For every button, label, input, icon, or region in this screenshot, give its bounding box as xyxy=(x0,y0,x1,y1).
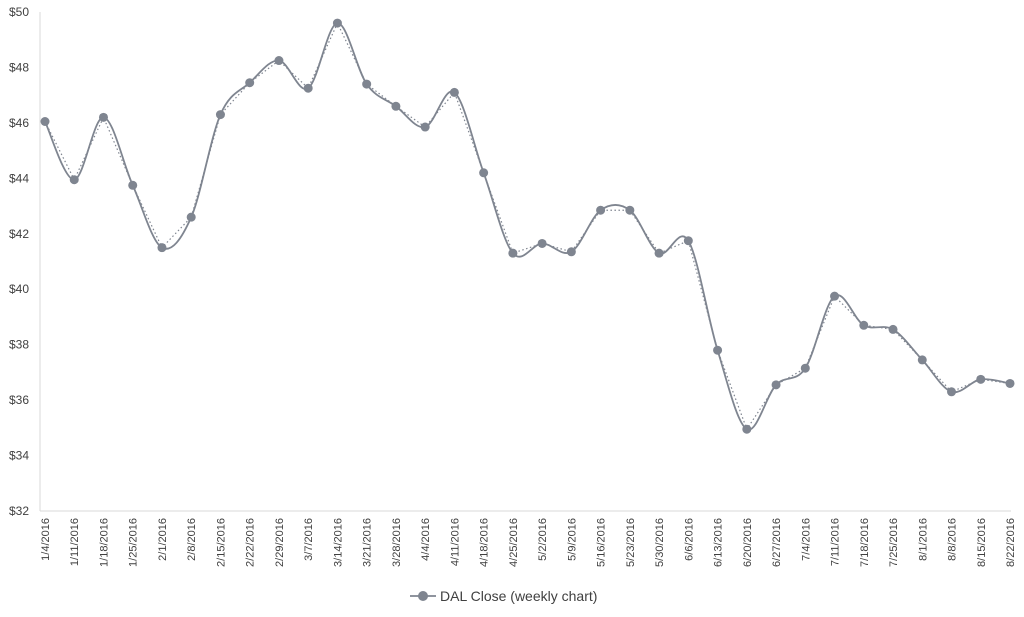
data-point xyxy=(888,324,898,334)
x-tick-label: 1/4/2016 xyxy=(40,518,52,561)
data-point xyxy=(800,363,810,373)
x-tick-label: 2/15/2016 xyxy=(215,518,227,567)
x-tick-label: 1/18/2016 xyxy=(98,518,110,567)
y-tick-label: $40 xyxy=(9,282,29,296)
y-tick-label: $44 xyxy=(9,171,29,185)
y-tick-label: $46 xyxy=(9,116,29,130)
data-point xyxy=(537,238,547,248)
data-point xyxy=(654,248,664,258)
x-tick-label: 4/25/2016 xyxy=(508,518,520,567)
x-tick-label: 3/28/2016 xyxy=(391,518,403,567)
x-tick-label: 2/8/2016 xyxy=(186,518,198,561)
y-tick-label: $32 xyxy=(9,504,29,518)
data-point xyxy=(40,117,50,127)
y-tick-label: $34 xyxy=(9,449,29,463)
x-tick-label: 8/15/2016 xyxy=(976,518,988,567)
data-point xyxy=(391,101,401,111)
x-tick-label: 5/23/2016 xyxy=(625,518,637,567)
x-tick-label: 7/25/2016 xyxy=(888,518,900,567)
series-line xyxy=(44,22,1011,431)
trendline xyxy=(44,21,1011,431)
data-point xyxy=(420,122,430,132)
x-tick-label: 3/21/2016 xyxy=(362,518,374,567)
y-tick-label: $50 xyxy=(9,5,29,19)
x-tick-label: 4/4/2016 xyxy=(420,518,432,561)
x-tick-label: 7/18/2016 xyxy=(859,518,871,567)
data-point xyxy=(917,355,927,365)
x-tick-label: 6/13/2016 xyxy=(713,518,725,567)
data-point xyxy=(625,205,635,215)
data-point xyxy=(362,79,372,89)
x-tick-label: 8/8/2016 xyxy=(947,518,959,561)
x-tick-label: 8/22/2016 xyxy=(1005,518,1017,567)
x-tick-label: 5/9/2016 xyxy=(566,518,578,561)
data-point xyxy=(98,112,108,122)
x-tick-label: 1/25/2016 xyxy=(128,518,140,567)
data-point xyxy=(508,248,518,258)
y-tick-label: $36 xyxy=(9,393,29,407)
data-point xyxy=(128,180,138,190)
y-tick-label: $42 xyxy=(9,227,29,241)
series-markers xyxy=(40,18,1015,434)
data-point xyxy=(332,18,342,28)
x-tick-label: 6/20/2016 xyxy=(742,518,754,567)
y-tick-label: $48 xyxy=(9,60,29,74)
data-point xyxy=(859,320,869,330)
x-tick-label: 6/27/2016 xyxy=(771,518,783,567)
x-tick-label: 4/11/2016 xyxy=(449,518,461,566)
data-point xyxy=(683,236,693,246)
legend-marker xyxy=(418,591,428,601)
data-point xyxy=(449,87,459,97)
data-point xyxy=(596,205,606,215)
data-point xyxy=(976,374,986,384)
x-tick-label: 2/29/2016 xyxy=(274,518,286,567)
data-point xyxy=(713,345,723,355)
x-tick-label: 3/14/2016 xyxy=(332,518,344,567)
data-point xyxy=(830,291,840,301)
data-point xyxy=(1005,378,1015,388)
y-tick-label: $38 xyxy=(9,338,29,352)
x-tick-label: 6/6/2016 xyxy=(683,518,695,561)
x-axis-ticks: 1/4/2016 1/11/2016 1/18/2016 1/25/2016 2/1/2… xyxy=(40,518,1017,567)
x-tick-label: 3/7/2016 xyxy=(303,518,315,561)
data-point xyxy=(157,243,167,253)
data-point xyxy=(69,175,79,185)
x-tick-label: 7/4/2016 xyxy=(800,518,812,561)
data-point xyxy=(215,110,225,120)
x-tick-label: 8/1/2016 xyxy=(917,518,929,561)
x-tick-label: 5/30/2016 xyxy=(654,518,666,567)
data-point xyxy=(303,83,313,93)
x-tick-label: 1/11/2016 xyxy=(69,518,81,566)
x-tick-label: 7/11/2016 xyxy=(830,518,842,566)
x-tick-label: 2/1/2016 xyxy=(157,518,169,561)
y-axis-ticks: $32 $34 $36 $38 $40 $42 $44 $46 $48 $50 xyxy=(9,5,29,518)
data-point xyxy=(479,168,489,178)
data-point xyxy=(245,78,255,88)
data-point xyxy=(742,424,752,434)
data-point xyxy=(186,212,196,222)
data-point xyxy=(566,247,576,257)
x-tick-label: 5/2/2016 xyxy=(537,518,549,561)
data-point xyxy=(274,56,284,66)
x-tick-label: 2/22/2016 xyxy=(245,518,257,567)
legend: DAL Close (weekly chart) xyxy=(410,588,597,604)
x-tick-label: 4/18/2016 xyxy=(479,518,491,567)
x-tick-label: 5/16/2016 xyxy=(596,518,608,567)
data-point xyxy=(947,387,957,397)
data-point xyxy=(771,380,781,390)
legend-label: DAL Close (weekly chart) xyxy=(440,588,597,604)
